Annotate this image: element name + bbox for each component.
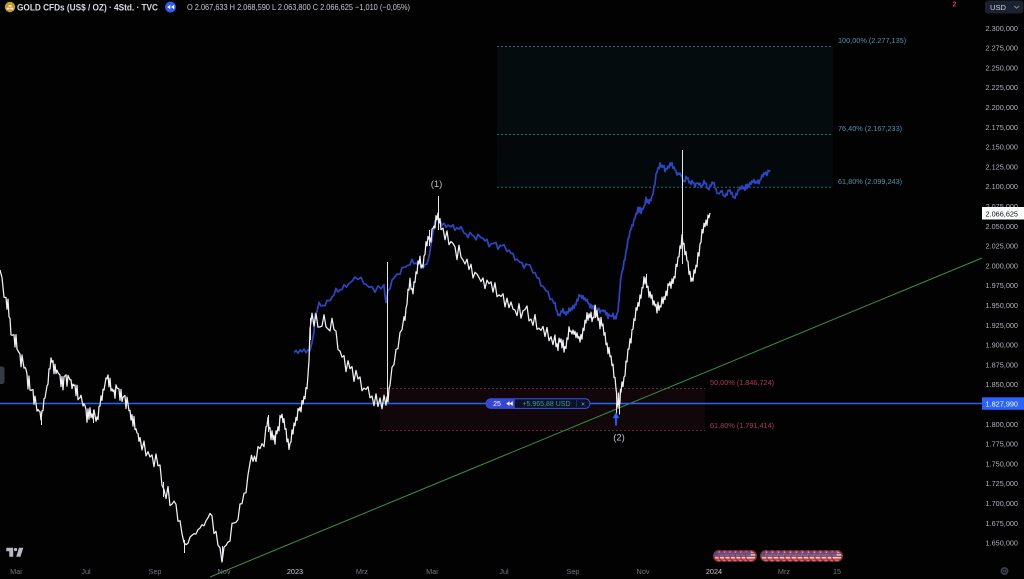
svg-text:2.100,000: 2.100,000 xyxy=(986,182,1018,191)
svg-text:Nov: Nov xyxy=(637,567,650,576)
svg-text:2024: 2024 xyxy=(706,567,722,576)
svg-text:61,80% (1.791,414): 61,80% (1.791,414) xyxy=(710,421,774,430)
svg-text:61,80% (2.099,243): 61,80% (2.099,243) xyxy=(838,177,902,186)
svg-text:O 2.067,633 H 2.068,590 L 2.: O 2.067,633 H 2.068,590 L 2.063,800 C 2.… xyxy=(187,2,410,12)
svg-text:1.650,000: 1.650,000 xyxy=(986,539,1018,548)
svg-text:2: 2 xyxy=(953,2,957,9)
svg-text:1.750,000: 1.750,000 xyxy=(986,459,1018,468)
svg-text:2.275,000: 2.275,000 xyxy=(986,44,1018,53)
svg-text:2.066,625: 2.066,625 xyxy=(986,209,1018,218)
svg-text:1.675,000: 1.675,000 xyxy=(986,519,1018,528)
svg-text:15: 15 xyxy=(833,567,841,576)
svg-text:2.150,000: 2.150,000 xyxy=(986,143,1018,152)
svg-text:2.050,000: 2.050,000 xyxy=(986,222,1018,231)
svg-text:1.950,000: 1.950,000 xyxy=(986,301,1018,310)
svg-text:2.125,000: 2.125,000 xyxy=(986,162,1018,171)
svg-text:+5.965,88 USD: +5.965,88 USD xyxy=(522,401,570,408)
svg-text:1.700,000: 1.700,000 xyxy=(986,499,1018,508)
svg-text:Mai: Mai xyxy=(426,567,438,576)
svg-text:2.300,000: 2.300,000 xyxy=(986,24,1018,33)
svg-text:Nov: Nov xyxy=(218,567,231,576)
svg-text:GOLD CFDs (US$ / OZ) · 4Std. ·: GOLD CFDs (US$ / OZ) · 4Std. · TVC xyxy=(17,2,159,12)
svg-text:1.800,000: 1.800,000 xyxy=(986,420,1018,429)
svg-text:2.075,000: 2.075,000 xyxy=(986,202,1018,211)
svg-text:2.000,000: 2.000,000 xyxy=(986,261,1018,270)
svg-text:Mai: Mai xyxy=(10,567,22,576)
svg-text:2.250,000: 2.250,000 xyxy=(986,63,1018,72)
svg-text:Sep: Sep xyxy=(149,567,162,576)
svg-text:2.225,000: 2.225,000 xyxy=(986,83,1018,92)
svg-text:Jul: Jul xyxy=(499,567,509,576)
svg-text:(2): (2) xyxy=(613,433,625,444)
svg-text:Sep: Sep xyxy=(567,567,580,576)
svg-text:(1): (1) xyxy=(431,179,443,190)
svg-text:2.025,000: 2.025,000 xyxy=(986,242,1018,251)
svg-text:2.200,000: 2.200,000 xyxy=(986,103,1018,112)
svg-text:50,00% (1.846,724): 50,00% (1.846,724) xyxy=(710,378,774,387)
svg-text:76,40% (2.167,233): 76,40% (2.167,233) xyxy=(838,124,902,133)
svg-text:1.775,000: 1.775,000 xyxy=(986,440,1018,449)
svg-text:2.175,000: 2.175,000 xyxy=(986,123,1018,132)
svg-text:1.900,000: 1.900,000 xyxy=(986,341,1018,350)
svg-text:1.827,990: 1.827,990 xyxy=(986,400,1018,409)
svg-text:25: 25 xyxy=(493,401,501,408)
svg-text:100,00% (2.277,135): 100,00% (2.277,135) xyxy=(838,36,906,45)
svg-text:×: × xyxy=(581,401,585,408)
svg-text:USD: USD xyxy=(990,3,1007,12)
svg-text:Mrz: Mrz xyxy=(778,567,791,576)
svg-text:1.850,000: 1.850,000 xyxy=(986,380,1018,389)
svg-text:1.925,000: 1.925,000 xyxy=(986,321,1018,330)
svg-text:1.725,000: 1.725,000 xyxy=(986,479,1018,488)
svg-text:1.975,000: 1.975,000 xyxy=(986,281,1018,290)
svg-text:2023: 2023 xyxy=(287,567,303,576)
svg-text:1.875,000: 1.875,000 xyxy=(986,360,1018,369)
svg-text:Mrz: Mrz xyxy=(356,567,369,576)
svg-text:Jul: Jul xyxy=(81,567,91,576)
